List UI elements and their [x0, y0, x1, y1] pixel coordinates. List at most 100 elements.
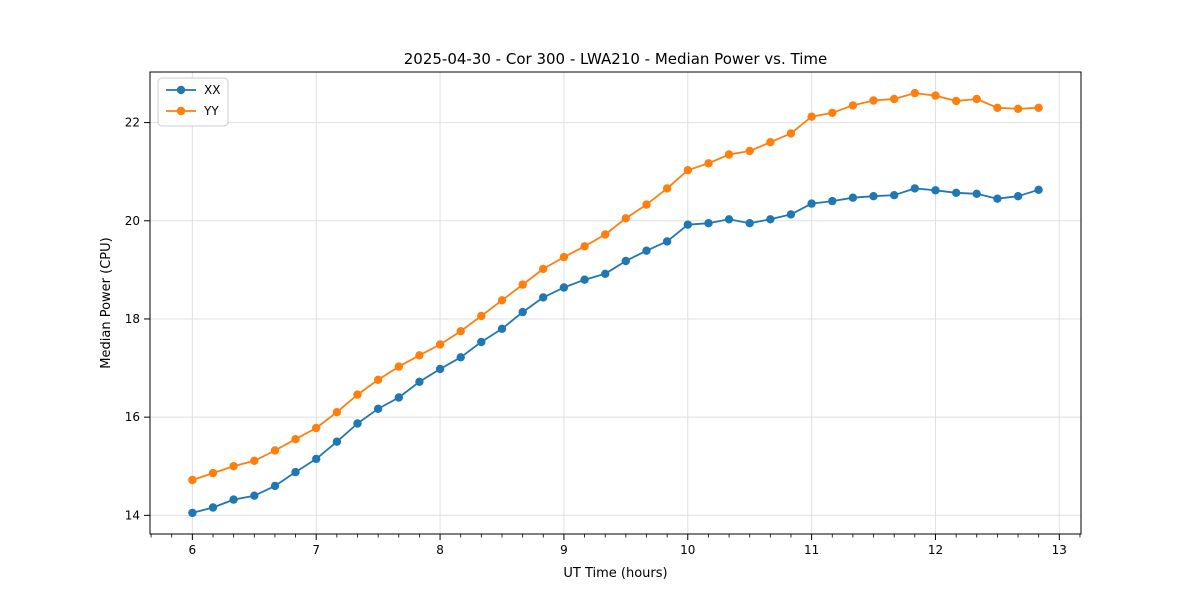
data-point-XX: [642, 246, 651, 255]
data-point-YY: [456, 327, 465, 336]
data-point-YY: [642, 200, 651, 209]
data-point-YY: [497, 296, 507, 305]
data-point-YY: [1013, 104, 1023, 114]
data-point-YY: [312, 423, 321, 433]
data-point-YY: [373, 375, 383, 384]
data-point-YY: [353, 390, 362, 399]
legend-label-YY: YY: [203, 104, 219, 118]
x-tick-label: 10: [680, 543, 695, 557]
data-point-XX: [539, 293, 548, 302]
data-point-XX: [250, 491, 259, 500]
data-point-YY: [621, 214, 630, 223]
data-point-YY: [477, 311, 486, 321]
data-point-YY: [910, 88, 919, 98]
data-point-XX: [1034, 185, 1043, 194]
data-point-XX: [848, 193, 858, 202]
data-point-YY: [518, 280, 527, 289]
data-point-YY: [662, 184, 672, 193]
x-tick-label: 13: [1052, 543, 1067, 557]
data-layer: [188, 88, 1043, 518]
y-tick-label: 14: [125, 508, 140, 522]
data-point-YY: [972, 94, 981, 104]
x-tick-label: 11: [804, 543, 819, 557]
data-point-YY: [745, 146, 754, 156]
data-point-XX: [621, 256, 630, 266]
chart-title: 2025-04-30 - Cor 300 - LWA210 - Median P…: [404, 50, 828, 68]
data-point-XX: [662, 237, 672, 246]
x-tick-label: 8: [436, 543, 444, 557]
legend-marker-XX: [176, 85, 186, 95]
data-point-XX: [332, 437, 342, 446]
data-point-XX: [270, 481, 280, 491]
data-point-YY: [786, 129, 796, 138]
data-point-YY: [229, 462, 238, 471]
y-tick-label: 22: [125, 116, 140, 130]
data-point-XX: [580, 275, 589, 284]
data-point-YY: [601, 230, 610, 239]
data-point-YY: [291, 435, 300, 444]
data-point-XX: [456, 353, 465, 362]
legend-label-XX: XX: [204, 83, 220, 97]
grid-layer: [150, 72, 1081, 534]
data-point-YY: [828, 108, 837, 118]
data-point-XX: [394, 393, 403, 402]
data-point-XX: [931, 186, 940, 195]
data-point-XX: [291, 467, 300, 477]
data-point-YY: [931, 91, 940, 100]
data-point-XX: [353, 419, 362, 428]
data-point-YY: [766, 138, 775, 147]
data-point-XX: [373, 404, 383, 413]
data-point-YY: [807, 112, 816, 121]
data-point-YY: [250, 456, 259, 465]
data-point-XX: [766, 215, 775, 224]
x-axis-label: UT Time (hours): [563, 566, 667, 581]
data-point-XX: [435, 364, 445, 374]
legend-item-YY: YY: [166, 104, 219, 118]
data-point-YY: [188, 475, 197, 485]
data-point-XX: [972, 189, 981, 198]
series-line-YY: [192, 92, 1039, 481]
data-point-YY: [869, 96, 878, 105]
legend-marker-YY: [176, 106, 186, 116]
data-point-XX: [745, 219, 754, 228]
data-point-YY: [394, 362, 403, 371]
data-point-XX: [869, 192, 878, 201]
y-axis-label: Median Power (CPU): [99, 237, 114, 368]
x-tick-label: 6: [189, 543, 197, 557]
legend: XX YY: [157, 77, 229, 127]
data-point-XX: [497, 324, 507, 333]
legend-item-XX: XX: [166, 83, 220, 97]
data-point-YY: [848, 101, 858, 110]
data-point-YY: [435, 340, 445, 349]
data-point-YY: [1034, 103, 1043, 113]
data-point-YY: [890, 94, 899, 104]
data-point-XX: [208, 503, 218, 512]
tick-layer: 6 7 8 9 10 11 12 13 14 16 18 20 22: [125, 116, 1081, 557]
data-point-YY: [993, 103, 1002, 113]
data-point-YY: [704, 159, 713, 168]
data-point-XX: [601, 269, 610, 278]
data-point-XX: [559, 283, 569, 292]
data-point-XX: [807, 199, 816, 208]
data-point-YY: [952, 96, 961, 106]
data-point-XX: [415, 377, 424, 386]
data-point-XX: [518, 307, 527, 317]
data-point-XX: [1013, 192, 1023, 201]
data-point-XX: [828, 196, 837, 206]
data-point-XX: [188, 508, 197, 518]
y-tick-label: 18: [125, 312, 140, 326]
data-point-YY: [208, 468, 218, 478]
data-point-YY: [539, 264, 548, 274]
data-point-XX: [910, 184, 919, 193]
data-point-XX: [229, 495, 238, 504]
data-point-YY: [332, 408, 342, 417]
data-point-XX: [952, 188, 961, 197]
y-tick-label: 20: [125, 214, 140, 228]
y-tick-label: 16: [125, 410, 140, 424]
data-point-YY: [724, 150, 734, 159]
data-point-XX: [704, 219, 713, 228]
data-point-XX: [993, 194, 1002, 203]
data-point-XX: [724, 215, 734, 224]
data-point-YY: [270, 446, 280, 455]
